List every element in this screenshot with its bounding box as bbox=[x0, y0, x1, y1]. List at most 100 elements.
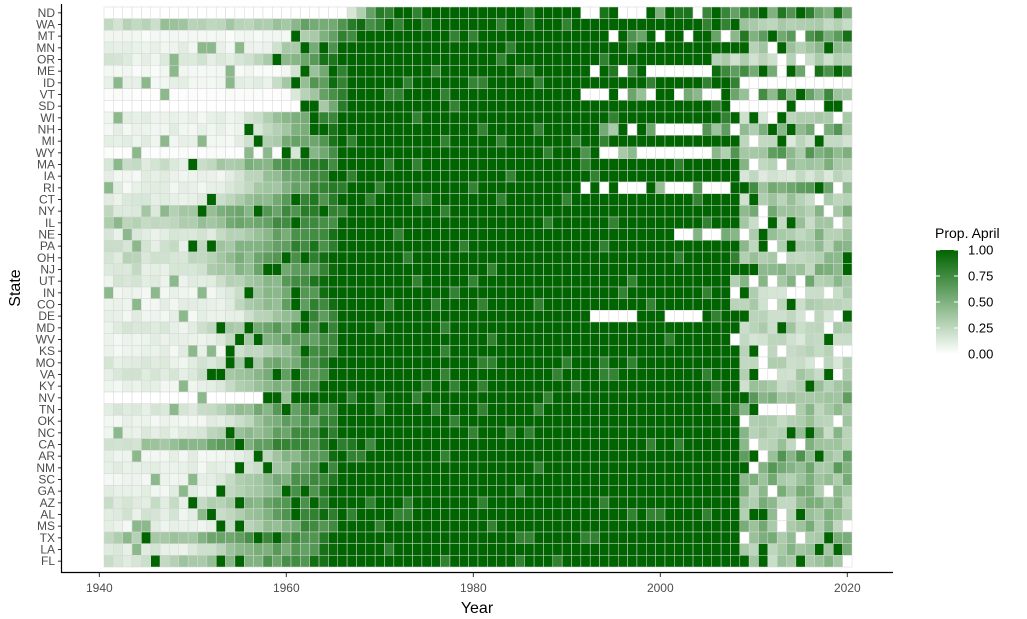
heatmap-cell-MA-1990 bbox=[561, 158, 572, 171]
heatmap-cell-MN-2013 bbox=[776, 41, 787, 54]
heatmap-cell-CO-1998 bbox=[636, 298, 647, 311]
heatmap-cell-MA-1941 bbox=[103, 158, 114, 171]
heatmap-cell-SC-1963 bbox=[309, 473, 320, 486]
heatmap-cell-VA-1959 bbox=[272, 368, 282, 381]
heatmap-cell-PA-1948 bbox=[169, 240, 180, 253]
heatmap-cell-MO-1964 bbox=[318, 356, 329, 369]
heatmap-cell-SD-1966 bbox=[337, 100, 348, 113]
heatmap-cell-TN-1946 bbox=[150, 403, 161, 416]
heatmap-cell-GA-1958 bbox=[262, 485, 273, 498]
heatmap-cell-WY-2000 bbox=[655, 146, 666, 159]
heatmap-cell-KY-2013 bbox=[776, 380, 787, 393]
heatmap-cell-KS-1964 bbox=[318, 345, 329, 358]
heatmap-cell-WV-1986 bbox=[524, 333, 535, 346]
heatmap-cell-NV-1989 bbox=[552, 391, 563, 404]
heatmap-cell-WV-1971 bbox=[384, 333, 395, 346]
heatmap-cell-NE-1988 bbox=[543, 228, 554, 241]
heatmap-cell-NC-2005 bbox=[702, 426, 713, 439]
heatmap-cell-RI-1977 bbox=[440, 181, 451, 194]
heatmap-cell-KY-2006 bbox=[711, 380, 722, 393]
heatmap-cell-OK-1949 bbox=[178, 415, 189, 428]
heatmap-cell-NJ-1999 bbox=[646, 263, 656, 276]
heatmap-cell-TX-2000 bbox=[655, 531, 666, 544]
heatmap-cell-DE-2017 bbox=[814, 310, 825, 323]
heatmap-cell-ND-1959 bbox=[272, 6, 282, 19]
heatmap-cell-RI-1952 bbox=[206, 181, 217, 194]
heatmap-cell-AR-1977 bbox=[440, 450, 451, 463]
heatmap-cell-MT-1998 bbox=[636, 30, 647, 43]
heatmap-cell-MA-1979 bbox=[459, 158, 469, 171]
heatmap-cell-PA-1975 bbox=[421, 240, 432, 253]
heatmap-cell-DE-1950 bbox=[187, 310, 198, 323]
heatmap-cell-ND-2000 bbox=[655, 6, 666, 19]
heatmap-cell-MN-1985 bbox=[515, 41, 526, 54]
heatmap-cell-AZ-1992 bbox=[580, 496, 591, 509]
heatmap-cell-IN-2013 bbox=[776, 286, 787, 299]
heatmap-cell-NM-1975 bbox=[421, 461, 432, 474]
heatmap-cell-IA-2000 bbox=[655, 170, 666, 183]
y-tick-label-MA: MA bbox=[37, 158, 55, 172]
heatmap-cell-WY-1977 bbox=[440, 146, 451, 159]
heatmap-cell-MI-1958 bbox=[262, 135, 273, 148]
heatmap-cell-NY-2014 bbox=[786, 205, 797, 218]
heatmap-cell-IL-1975 bbox=[421, 216, 432, 229]
heatmap-cell-PA-2006 bbox=[711, 240, 722, 253]
heatmap-cell-MN-1957 bbox=[253, 41, 264, 54]
heatmap-cell-IA-1989 bbox=[552, 170, 563, 183]
heatmap-cell-MO-1956 bbox=[244, 356, 254, 369]
heatmap-cell-WV-1945 bbox=[141, 333, 151, 346]
heatmap-cell-TN-1978 bbox=[449, 403, 460, 416]
heatmap-cell-MS-1995 bbox=[608, 520, 619, 533]
heatmap-cell-IN-1994 bbox=[599, 286, 610, 299]
heatmap-cell-KY-2019 bbox=[833, 380, 843, 393]
heatmap-cell-NC-1993 bbox=[589, 426, 600, 439]
y-tick-label-LA: LA bbox=[40, 543, 55, 557]
heatmap-cell-VT-2009 bbox=[739, 88, 750, 101]
heatmap-cell-TX-1948 bbox=[169, 531, 180, 544]
heatmap-cell-SC-1941 bbox=[103, 473, 114, 486]
heatmap-cell-MS-1977 bbox=[440, 520, 451, 533]
heatmap-cell-SD-1946 bbox=[150, 100, 161, 113]
heatmap-cell-NC-1942 bbox=[113, 426, 123, 439]
heatmap-cell-MO-2013 bbox=[776, 356, 787, 369]
heatmap-cell-NM-1986 bbox=[524, 461, 535, 474]
heatmap-cell-MI-1944 bbox=[131, 135, 142, 148]
heatmap-cell-PA-1969 bbox=[365, 240, 376, 253]
heatmap-cell-ID-1982 bbox=[487, 76, 497, 89]
heatmap-cell-OK-2017 bbox=[814, 415, 825, 428]
y-tick-label-IN: IN bbox=[43, 286, 55, 300]
heatmap-cell-NC-2014 bbox=[786, 426, 797, 439]
heatmap-cell-TX-1968 bbox=[356, 531, 367, 544]
heatmap-cell-WA-2009 bbox=[739, 18, 750, 31]
heatmap-cell-IL-2010 bbox=[748, 216, 759, 229]
heatmap-cell-NY-2009 bbox=[739, 205, 750, 218]
heatmap-cell-MI-2002 bbox=[674, 135, 684, 148]
heatmap-cell-ID-1941 bbox=[103, 76, 114, 89]
heatmap-cell-NE-2015 bbox=[795, 228, 806, 241]
heatmap-cell-MA-1998 bbox=[636, 158, 647, 171]
heatmap-cell-WA-1982 bbox=[487, 18, 497, 31]
heatmap-cell-OH-1957 bbox=[253, 251, 264, 264]
heatmap-cell-WY-2002 bbox=[674, 146, 684, 159]
heatmap-cell-MO-1967 bbox=[346, 356, 357, 369]
heatmap-cell-AR-1999 bbox=[646, 450, 656, 463]
heatmap-cell-MN-1982 bbox=[487, 41, 497, 54]
heatmap-cell-OR-1990 bbox=[561, 53, 572, 66]
heatmap-cell-MI-1960 bbox=[281, 135, 292, 148]
heatmap-cell-GA-1986 bbox=[524, 485, 535, 498]
heatmap-cell-NC-2016 bbox=[805, 426, 815, 439]
heatmap-cell-GA-1965 bbox=[328, 485, 338, 498]
heatmap-cell-WA-1967 bbox=[346, 18, 357, 31]
heatmap-cell-CT-2003 bbox=[683, 193, 694, 206]
heatmap-cell-IL-1994 bbox=[599, 216, 610, 229]
heatmap-cell-NE-1987 bbox=[533, 228, 544, 241]
heatmap-cell-CO-2020 bbox=[842, 298, 853, 311]
heatmap-cell-SD-1958 bbox=[262, 100, 273, 113]
heatmap-cell-UT-1973 bbox=[402, 275, 413, 288]
heatmap-cell-AZ-1977 bbox=[440, 496, 451, 509]
heatmap-cell-MI-1988 bbox=[543, 135, 554, 148]
heatmap-cell-UT-2003 bbox=[683, 275, 694, 288]
heatmap-cell-WA-1974 bbox=[412, 18, 423, 31]
heatmap-cell-NH-1994 bbox=[599, 123, 610, 136]
heatmap-cell-KY-2000 bbox=[655, 380, 666, 393]
